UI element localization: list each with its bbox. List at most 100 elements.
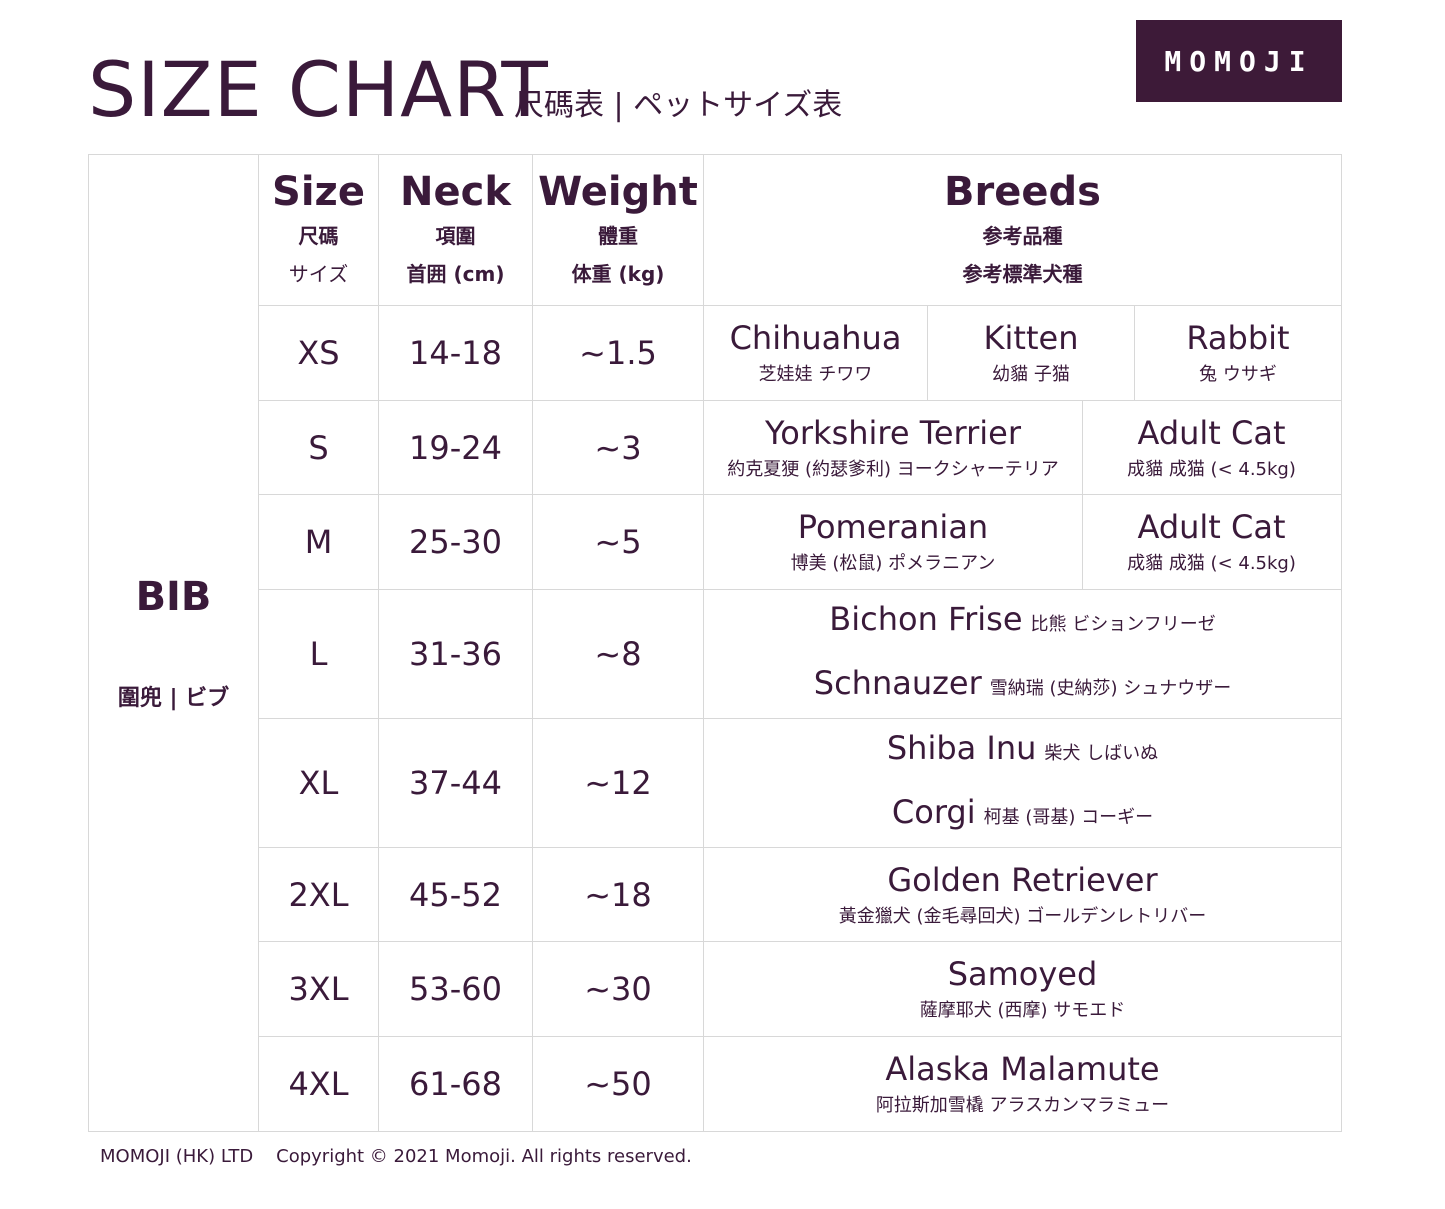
breed-line: Schnauzer 雪納瑞 (史納莎) シュナウザー: [704, 654, 1341, 718]
column-label: Size: [272, 169, 365, 215]
table-row: XS 14-18 ~1.5 Chihuahua 芝娃娃 チワワ Kitten 幼貓 子…: [89, 305, 1342, 401]
size-chart-table: BIB 圍兜 | ビブ Size 尺碼 サイズ Neck 項圍 首囲 (cm) We…: [88, 154, 1342, 1132]
breed-name: Samoyed: [947, 955, 1098, 993]
size-cell: XL: [258, 718, 379, 848]
column-header-neck: Neck 項圍 首囲 (cm): [378, 154, 533, 306]
table-row: M 25-30 ~5 Pomeranian 博美 (松鼠) ポメラニアン Adult…: [89, 494, 1342, 590]
breed-local-name: 博美 (松鼠) ポメラニアン: [790, 553, 996, 574]
neck-cell: 37-44: [378, 718, 533, 848]
table-row: 3XL 53-60 ~30 Samoyed 薩摩耶犬 (西摩) サモエド: [89, 941, 1342, 1037]
neck-cell: 53-60: [378, 941, 533, 1037]
neck-cell: 61-68: [378, 1036, 533, 1132]
weight-cell: ~3: [532, 400, 704, 495]
size-cell: 2XL: [258, 847, 379, 942]
breed-name: Kitten: [983, 319, 1079, 357]
neck-cell: 31-36: [378, 589, 533, 719]
page-title: SIZE CHART: [88, 45, 549, 134]
breed-name: Chihuahua: [729, 319, 902, 357]
breed-name: Shiba Inu: [886, 729, 1037, 767]
breed-name: Alaska Malamute: [885, 1050, 1160, 1088]
breed-local-name: 黃金獵犬 (金毛尋回犬) ゴールデンレトリバー: [838, 905, 1207, 927]
weight-cell: ~12: [532, 718, 704, 848]
column-label-jp: 参考標準犬種: [962, 262, 1083, 286]
size-cell: L: [258, 589, 379, 719]
product-subtitle: 圍兜 | ビブ: [117, 686, 230, 711]
breed-local-name: 成貓 成猫 (< 4.5kg): [1127, 553, 1296, 574]
neck-cell: 19-24: [378, 400, 533, 495]
neck-cell: 45-52: [378, 847, 533, 942]
breeds-cell: Alaska Malamute 阿拉斯加雪橇 アラスカンマラミュー: [703, 1036, 1342, 1132]
column-header-breeds: Breeds 参考品種 参考標準犬種: [703, 154, 1342, 306]
weight-cell: ~5: [532, 494, 704, 590]
product-name: BIB: [135, 574, 212, 620]
breed-local-name: 柴犬 しばいぬ: [1044, 743, 1159, 764]
breed-line: Bichon Frise 比熊 ビションフリーゼ: [704, 590, 1341, 654]
breed-name: Adult Cat: [1137, 508, 1286, 546]
breed-local-name: 阿拉斯加雪橇 アラスカンマラミュー: [875, 1095, 1170, 1116]
breed-local-name: 雪納瑞 (史納莎) シュナウザー: [989, 678, 1232, 699]
breeds-cell: Samoyed 薩摩耶犬 (西摩) サモエド: [703, 941, 1342, 1037]
breed-local-name: 比熊 ビションフリーゼ: [1030, 614, 1216, 635]
product-cell: BIB 圍兜 | ビブ: [88, 154, 259, 1132]
size-cell: 3XL: [258, 941, 379, 1037]
breeds-cell: Bichon Frise 比熊 ビションフリーゼ Schnauzer 雪納瑞 (史納莎…: [703, 589, 1342, 719]
breed-local-name: 約克夏㹴 (約瑟爹利) ヨークシャーテリア: [727, 458, 1059, 480]
breed-name: Bichon Frise: [829, 600, 1023, 638]
breed-local-name: 幼貓 子猫: [992, 364, 1070, 385]
breed-local-name: 兔 ウサギ: [1199, 364, 1277, 385]
size-cell: M: [258, 494, 379, 590]
momoji-logo: MOMOJI: [1136, 20, 1342, 102]
breed-cell: Pomeranian 博美 (松鼠) ポメラニアン: [704, 495, 1082, 589]
column-label-jp: 体重 (kg): [571, 262, 665, 286]
breed-cell: Rabbit 兔 ウサギ: [1134, 306, 1341, 400]
table-header-row: BIB 圍兜 | ビブ Size 尺碼 サイズ Neck 項圍 首囲 (cm) We…: [88, 154, 1342, 1132]
table-row: L 31-36 ~8 Bichon Frise 比熊 ビションフリーゼ Schnau…: [89, 589, 1342, 719]
breed-name: Rabbit: [1186, 319, 1290, 357]
breed-local-name: 薩摩耶犬 (西摩) サモエド: [919, 1000, 1126, 1021]
breed-cell: Yorkshire Terrier 約克夏㹴 (約瑟爹利) ヨークシャーテリア: [704, 401, 1082, 494]
size-cell: 4XL: [258, 1036, 379, 1132]
table-row: S 19-24 ~3 Yorkshire Terrier 約克夏㹴 (約瑟爹利) …: [89, 400, 1342, 495]
breed-cell: Adult Cat 成貓 成猫 (< 4.5kg): [1082, 495, 1340, 589]
table-row: 2XL 45-52 ~18 Golden Retriever 黃金獵犬 (金毛尋回…: [89, 847, 1342, 942]
table-row: XL 37-44 ~12 Shiba Inu 柴犬 しばいぬ Corgi 柯基 (哥基…: [89, 718, 1342, 848]
breed-line: Shiba Inu 柴犬 しばいぬ: [704, 719, 1341, 783]
column-label-zh: 参考品種: [982, 224, 1063, 248]
weight-cell: ~18: [532, 847, 704, 942]
page-subtitle: 尺碼表 | ペットサイズ表: [514, 88, 843, 123]
breed-local-name: 芝娃娃 チワワ: [758, 364, 873, 385]
weight-cell: ~30: [532, 941, 704, 1037]
footer-copyright: MOMOJI (HK) LTD Copyright © 2021 Momoji.…: [100, 1146, 692, 1167]
breeds-cell: Golden Retriever 黃金獵犬 (金毛尋回犬) ゴールデンレトリバー: [703, 847, 1342, 942]
breeds-cell: Pomeranian 博美 (松鼠) ポメラニアン Adult Cat 成貓 成猫 (…: [703, 494, 1342, 590]
breed-name: Adult Cat: [1137, 413, 1286, 452]
breeds-cell: Shiba Inu 柴犬 しばいぬ Corgi 柯基 (哥基) コーギー: [703, 718, 1342, 848]
column-label: Weight: [538, 169, 698, 215]
breed-name: Schnauzer: [813, 664, 982, 702]
breeds-cell: Chihuahua 芝娃娃 チワワ Kitten 幼貓 子猫 Rabbit 兔 ウサギ: [703, 305, 1342, 401]
column-label-zh: 尺碼: [298, 224, 339, 248]
breed-cell: Adult Cat 成貓 成猫 (< 4.5kg): [1082, 401, 1340, 494]
column-header-weight: Weight 體重 体重 (kg): [532, 154, 704, 306]
breed-cell: Chihuahua 芝娃娃 チワワ: [704, 306, 927, 400]
column-label-jp: サイズ: [288, 262, 349, 286]
breed-name: Pomeranian: [797, 508, 989, 546]
column-label-jp: 首囲 (cm): [406, 262, 505, 286]
column-label: Neck: [400, 169, 511, 215]
size-cell: XS: [258, 305, 379, 401]
weight-cell: ~1.5: [532, 305, 704, 401]
size-cell: S: [258, 400, 379, 495]
breed-local-name: 柯基 (哥基) コーギー: [983, 807, 1154, 828]
neck-cell: 25-30: [378, 494, 533, 590]
table-row: 4XL 61-68 ~50 Alaska Malamute 阿拉斯加雪橇 アラスカ…: [89, 1036, 1342, 1132]
breeds-cell: Yorkshire Terrier 約克夏㹴 (約瑟爹利) ヨークシャーテリア Ad…: [703, 400, 1342, 495]
weight-cell: ~8: [532, 589, 704, 719]
breed-name: Corgi: [891, 793, 976, 831]
breed-name: Golden Retriever: [887, 860, 1158, 899]
breed-name: Yorkshire Terrier: [765, 413, 1021, 452]
column-label: Breeds: [944, 169, 1101, 215]
breed-line: Corgi 柯基 (哥基) コーギー: [704, 783, 1341, 847]
breed-local-name: 成貓 成猫 (< 4.5kg): [1127, 458, 1296, 480]
column-label-zh: 項圍: [435, 224, 476, 248]
column-label-zh: 體重: [598, 224, 638, 248]
